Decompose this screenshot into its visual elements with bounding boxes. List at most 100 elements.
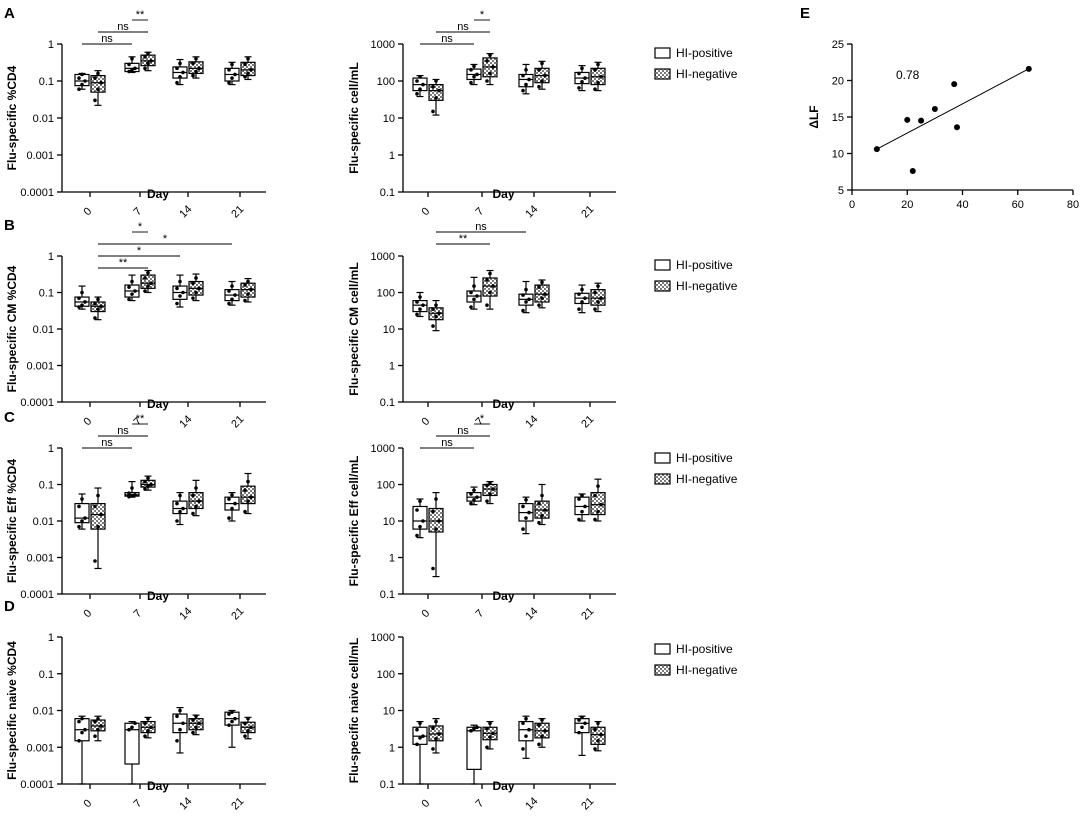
data-point xyxy=(246,729,250,733)
data-point xyxy=(130,493,134,498)
data-point xyxy=(488,290,492,295)
box-body xyxy=(412,505,428,530)
box-hi-positive xyxy=(172,706,188,754)
box-body xyxy=(428,83,444,101)
x-axis-title: Day xyxy=(492,187,514,201)
data-point xyxy=(194,69,198,74)
data-point xyxy=(77,305,81,309)
x-tick-label: 0 xyxy=(419,607,432,620)
data-point xyxy=(593,290,597,295)
data-point xyxy=(485,745,489,750)
box-hi-negative xyxy=(140,51,156,72)
data-point xyxy=(596,62,600,67)
significance-label: ** xyxy=(119,257,128,269)
data-point xyxy=(243,721,247,726)
data-point xyxy=(197,721,201,726)
y-axis-title: ΔLF xyxy=(807,105,821,128)
data-point xyxy=(127,495,131,499)
data-point xyxy=(537,742,541,747)
y-tick-label: 20 xyxy=(832,76,844,88)
scatter-point xyxy=(931,105,938,112)
data-point xyxy=(83,727,87,732)
data-point xyxy=(521,747,525,751)
data-point xyxy=(593,87,597,92)
box-hi-negative xyxy=(482,720,498,750)
fit-line xyxy=(876,68,1030,150)
box-hi-positive xyxy=(518,496,534,535)
data-point xyxy=(540,79,544,83)
x-tick-label: 14 xyxy=(177,203,194,220)
data-point xyxy=(149,59,153,63)
data-point xyxy=(175,501,179,506)
x-tick-label: 0 xyxy=(849,199,855,211)
box-hi-negative xyxy=(428,78,444,116)
data-point xyxy=(593,727,597,732)
box-plot-6: 1000 100 10 1 0.1 0 7 14 21 Day Flu-specific Eff c… xyxy=(347,413,616,622)
data-point xyxy=(540,61,544,66)
data-point xyxy=(246,479,250,484)
data-point xyxy=(580,80,584,84)
legend-swatch-hi-positive xyxy=(654,259,671,271)
data-point xyxy=(472,64,476,69)
y-tick-label: 10 xyxy=(383,324,395,336)
data-point xyxy=(243,283,247,287)
data-point xyxy=(80,716,84,721)
box-hi-negative xyxy=(240,278,256,303)
data-point xyxy=(194,56,198,61)
data-point xyxy=(475,495,479,499)
y-tick-label: 1 xyxy=(48,39,54,51)
data-point xyxy=(146,476,150,480)
y-axis-title: Flu-specific CM %CD4 xyxy=(5,265,19,392)
data-point xyxy=(415,742,419,747)
significance-label: ns xyxy=(475,221,487,233)
y-axis-title: Flu-specific Eff cell/mL xyxy=(347,456,361,587)
box-body xyxy=(188,718,204,731)
box-hi-negative xyxy=(188,714,204,736)
legend-swatch-hi-negative xyxy=(654,68,671,80)
box-hi-positive xyxy=(74,72,90,92)
data-point xyxy=(191,73,195,78)
data-point xyxy=(421,82,425,87)
box-hi-negative xyxy=(534,279,550,309)
data-point xyxy=(421,303,425,307)
data-point xyxy=(133,66,137,71)
data-point xyxy=(143,734,147,738)
data-point xyxy=(488,492,492,496)
box-hi-negative xyxy=(534,483,550,526)
legend: HI-positive HI-negative xyxy=(654,258,738,293)
data-point xyxy=(127,727,131,732)
x-tick-label: 7 xyxy=(473,607,486,620)
data-point xyxy=(249,68,253,72)
data-point xyxy=(178,708,182,713)
data-point xyxy=(77,296,81,300)
data-point xyxy=(527,510,531,515)
data-point xyxy=(191,61,195,66)
data-point xyxy=(194,504,198,509)
box-hi-positive xyxy=(466,276,482,310)
data-point xyxy=(485,59,489,63)
panel-letter: B xyxy=(4,217,15,234)
x-tick-label: 0 xyxy=(81,415,94,428)
data-point xyxy=(437,732,441,736)
x-tick-label: 14 xyxy=(177,795,194,812)
data-point xyxy=(197,66,201,71)
data-point xyxy=(133,721,137,726)
y-axis-title: Flu-specific CM cell/mL xyxy=(347,262,361,395)
data-point xyxy=(80,730,84,735)
data-point xyxy=(540,493,544,498)
data-point xyxy=(233,72,237,77)
panel-letter: A xyxy=(4,5,15,22)
data-point xyxy=(243,298,247,303)
data-point xyxy=(230,297,234,302)
box-hi-positive xyxy=(466,724,482,785)
data-point xyxy=(143,487,147,491)
x-tick-label: 0 xyxy=(419,415,432,428)
y-tick-label: 0.001 xyxy=(26,150,54,162)
data-point xyxy=(596,284,600,288)
data-point xyxy=(80,82,84,87)
data-point xyxy=(596,484,600,488)
data-point xyxy=(431,747,435,751)
data-point xyxy=(227,723,231,727)
panel-letter: E xyxy=(800,5,810,22)
